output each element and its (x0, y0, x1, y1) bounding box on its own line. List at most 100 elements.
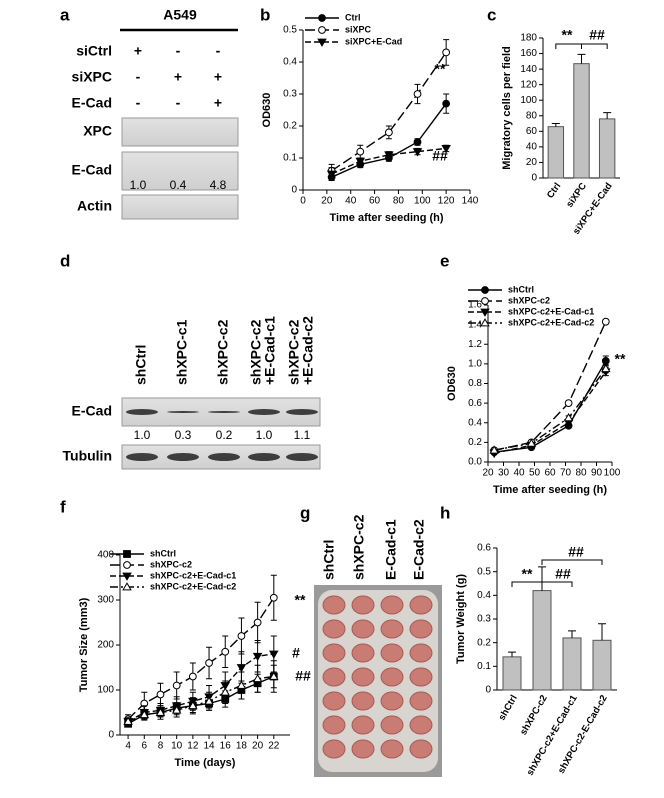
marker (355, 157, 366, 167)
y-tick-label: 100 (97, 685, 114, 696)
y-tick-label: 0 (531, 173, 537, 184)
quant-label: 1.1 (294, 428, 311, 442)
tumor (322, 691, 346, 711)
tumor (322, 667, 346, 687)
tumor (380, 619, 404, 639)
tumor (322, 643, 346, 663)
y-tick-label: 0.4 (283, 57, 297, 68)
y-tick-label: 0.6 (468, 398, 482, 409)
bar (598, 118, 616, 179)
blot-band (208, 411, 240, 413)
bracket (511, 581, 543, 587)
panel-label: b (260, 5, 270, 24)
blot-band (248, 409, 280, 415)
marker (412, 148, 423, 157)
tumor (351, 667, 375, 687)
x-tick-label: shXPC-c2 (518, 693, 550, 737)
annotation: ** (615, 351, 626, 367)
x-axis-label: Time after seeding (h) (329, 212, 443, 224)
legend-marker (123, 550, 131, 558)
x-tick-label: 20 (482, 468, 494, 479)
legend-label: shXPC-c2+E-Cad-c2 (150, 581, 236, 591)
y-tick-label: 140 (520, 64, 537, 75)
marker (204, 696, 214, 705)
legend-marker (122, 582, 132, 591)
y-tick-label: 0.2 (468, 437, 482, 448)
x-tick-label: 10 (171, 741, 183, 752)
x-tick-label: 40 (345, 196, 357, 207)
x-tick-label: Ctrl (545, 181, 563, 201)
marker (236, 664, 247, 673)
y-tick-label: 160 (520, 48, 537, 59)
annotation: ## (555, 566, 571, 582)
marker (269, 650, 279, 659)
lane-label: shXPC-c2 (215, 319, 231, 385)
condition-sign: - (136, 69, 141, 85)
marker (156, 690, 165, 699)
legend-label: shXPC-c2+E-Cad-c2 (508, 317, 594, 327)
quant-label: 1.0 (256, 428, 273, 442)
tumor (409, 667, 433, 687)
x-tick-label: 16 (220, 741, 232, 752)
x-tick-label: 60 (369, 196, 381, 207)
blot-band (167, 453, 199, 461)
blot-strip (121, 117, 239, 147)
marker (253, 618, 262, 627)
marker (236, 680, 247, 689)
y-tick-label: 300 (97, 595, 114, 606)
x-axis-label: Time (days) (175, 757, 236, 769)
band-label: XPC (83, 123, 112, 139)
tumor (380, 595, 404, 615)
x-axis-label: Time after seeding (h) (493, 484, 607, 496)
tumor (351, 595, 375, 615)
y-tick-label: 0.3 (283, 89, 297, 100)
blot-band (167, 411, 199, 413)
series-line (494, 371, 607, 454)
panel-label: g (300, 503, 310, 522)
legend-label: shXPC-c2+E-Cad-c1 (150, 570, 236, 580)
lane-label: shXPC-c2 (248, 319, 264, 385)
tumor (409, 739, 433, 759)
annotation: ## (432, 148, 448, 164)
bar (573, 63, 590, 179)
y-tick-label: 0.4 (477, 590, 491, 601)
x-tick-label: siXPC (564, 181, 589, 210)
x-tick-label: 0 (300, 196, 306, 207)
panel-label: c (487, 5, 496, 24)
legend-marker (480, 308, 490, 317)
marker (326, 170, 337, 179)
blot-strip (121, 194, 239, 220)
condition-sign: - (176, 43, 181, 59)
marker (563, 412, 574, 422)
y-tick-label: 0.1 (477, 661, 491, 672)
y-tick-label: 0 (291, 185, 297, 196)
legend-label: shXPC-c2 (508, 295, 550, 305)
bracket (541, 581, 573, 587)
blot-band (248, 453, 280, 461)
y-tick-label: 0 (485, 685, 491, 696)
bar (532, 590, 552, 691)
x-tick-label: 18 (236, 741, 248, 752)
band-label: Tubulin (63, 448, 113, 464)
y-tick-label: 0.0 (468, 457, 482, 468)
marker (123, 716, 133, 725)
tumor (380, 643, 404, 663)
annotation: ** (435, 61, 446, 77)
condition-label: siCtrl (76, 43, 112, 59)
y-tick-label: 20 (526, 157, 538, 168)
tumor (322, 595, 346, 615)
marker (188, 672, 197, 681)
y-tick-label: 1.2 (468, 339, 482, 350)
legend-label: Ctrl (345, 12, 361, 22)
x-tick-label: 20 (252, 741, 264, 752)
y-tick-label: 80 (526, 110, 538, 121)
error-bar (577, 53, 586, 64)
error-bar (551, 123, 560, 127)
marker (564, 399, 573, 408)
legend-marker (318, 14, 326, 22)
y-axis-label: Migratory cells per field (501, 46, 513, 169)
tumor (409, 715, 433, 735)
legend-label: shCtrl (508, 284, 534, 294)
series-line (127, 675, 275, 725)
